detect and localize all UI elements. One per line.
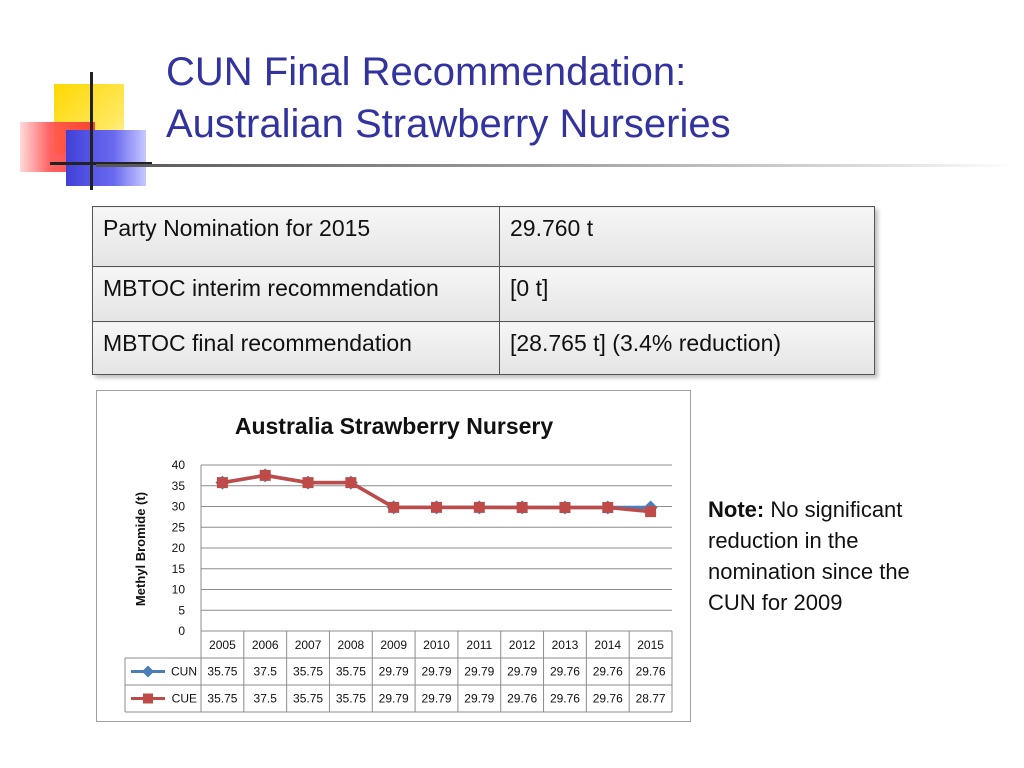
- data-point-cue: [302, 477, 314, 489]
- y-tick-label: 10: [172, 583, 186, 597]
- line-chart: Australia Strawberry Nursery Methyl Brom…: [96, 390, 691, 722]
- data-table-value: 29.79: [464, 665, 494, 679]
- data-table-value: 29.76: [636, 665, 666, 679]
- chart-canvas: Australia Strawberry Nursery Methyl Brom…: [124, 413, 673, 713]
- x-tick-label: 2014: [594, 638, 621, 652]
- data-table-value: 37.5: [254, 692, 278, 706]
- data-point-cue: [516, 501, 528, 513]
- data-table-value: 29.79: [464, 692, 494, 706]
- legend-entry: CUE: [172, 692, 197, 706]
- note-text: Note: No significant reduction in the no…: [708, 494, 958, 618]
- y-axis-ticks: 0 5 10 15 20 25 30 35 40: [172, 458, 186, 638]
- data-point-cue: [431, 501, 442, 513]
- x-tick-label: 2006: [252, 638, 279, 652]
- logo-horizontal-line: [50, 162, 152, 165]
- x-tick-label: 2013: [552, 638, 579, 652]
- table-row: MBTOC final recommendation [28.765 t] (3…: [92, 321, 875, 375]
- data-table-value: 35.75: [293, 692, 323, 706]
- data-table-value: 29.79: [507, 665, 537, 679]
- data-point-cue: [473, 501, 485, 513]
- data-table-value: 35.75: [336, 692, 366, 706]
- y-tick-label: 0: [178, 624, 185, 638]
- table-row: MBTOC interim recommendation [0 t]: [92, 266, 875, 322]
- x-tick-label: 2012: [509, 638, 536, 652]
- legend-entry: CUN: [171, 665, 197, 679]
- note-label: Note:: [708, 497, 765, 522]
- x-tick-label: 2011: [466, 638, 492, 652]
- y-tick-label: 30: [172, 500, 186, 514]
- data-table-value: 37.5: [254, 665, 278, 679]
- x-tick-label: 2015: [637, 638, 664, 652]
- table-cell-value: 29.760 t: [499, 206, 875, 267]
- data-point-cue: [388, 501, 400, 513]
- data-point-cue: [216, 477, 228, 489]
- y-tick-label: 25: [172, 520, 186, 534]
- x-tick-label: 2008: [338, 638, 365, 652]
- y-tick-label: 5: [178, 603, 185, 617]
- data-table-value: 29.76: [550, 692, 580, 706]
- slide-title-line-2: Australian Strawberry Nurseries: [166, 102, 731, 146]
- slide-title: CUN Final Recommendation: Australian Str…: [166, 46, 986, 150]
- legend-marker: [143, 693, 153, 704]
- table-cell-value: [0 t]: [499, 266, 875, 322]
- logo-blue-block: [66, 130, 146, 186]
- y-tick-label: 40: [172, 458, 186, 472]
- data-point-cue: [345, 477, 357, 489]
- chart-series: [215, 468, 658, 518]
- x-tick-label: 2009: [380, 638, 407, 652]
- y-tick-label: 35: [172, 479, 186, 493]
- table-cell-value: [28.765 t] (3.4% reduction): [499, 321, 875, 375]
- data-table-value: 29.76: [507, 692, 537, 706]
- gridlines: [200, 464, 672, 632]
- data-point-cue: [259, 469, 271, 481]
- table-cell-label: MBTOC interim recommendation: [92, 266, 500, 322]
- data-table-value: 28.77: [636, 692, 666, 706]
- data-table-value: 35.75: [207, 665, 237, 679]
- data-point-cue: [559, 501, 571, 513]
- data-table-value: 29.76: [593, 692, 623, 706]
- x-tick-label: 2007: [295, 638, 322, 652]
- data-table-value: 35.75: [293, 665, 323, 679]
- data-point-cue: [602, 501, 614, 513]
- y-tick-label: 20: [172, 541, 186, 555]
- chart-title: Australia Strawberry Nursery: [235, 413, 554, 439]
- slide-title-line-1: CUN Final Recommendation:: [166, 50, 687, 94]
- table-cell-label: MBTOC final recommendation: [92, 321, 500, 375]
- logo-decoration: [0, 0, 160, 200]
- x-tick-label: 2010: [423, 638, 450, 652]
- title-divider: [96, 164, 1016, 167]
- data-table-value: 29.79: [421, 692, 451, 706]
- x-tick-label: 2005: [209, 638, 236, 652]
- data-point-cue: [645, 506, 657, 518]
- table-row: Party Nomination for 2015 29.760 t: [92, 206, 875, 267]
- data-table-value: 29.76: [550, 665, 580, 679]
- data-table-value: 29.79: [421, 665, 451, 679]
- data-table-value: 29.79: [379, 665, 409, 679]
- note-body: No significant reduction in the nominati…: [708, 497, 910, 615]
- recommendation-table: Party Nomination for 2015 29.760 t MBTOC…: [92, 206, 875, 375]
- data-table-value: 29.76: [593, 665, 623, 679]
- data-table-value: 29.79: [379, 692, 409, 706]
- data-table-value: 35.75: [207, 692, 237, 706]
- table-cell-label: Party Nomination for 2015: [92, 206, 500, 267]
- data-table-value: 35.75: [336, 665, 366, 679]
- legend-marker: [142, 665, 154, 678]
- chart-data-table: 2005 2006 2007 2008 2009 2010 2011 2012 2013 2014…: [124, 631, 673, 713]
- logo-vertical-line: [90, 72, 93, 190]
- y-axis-label: Methyl Bromide (t): [133, 492, 148, 606]
- y-tick-label: 15: [172, 562, 186, 576]
